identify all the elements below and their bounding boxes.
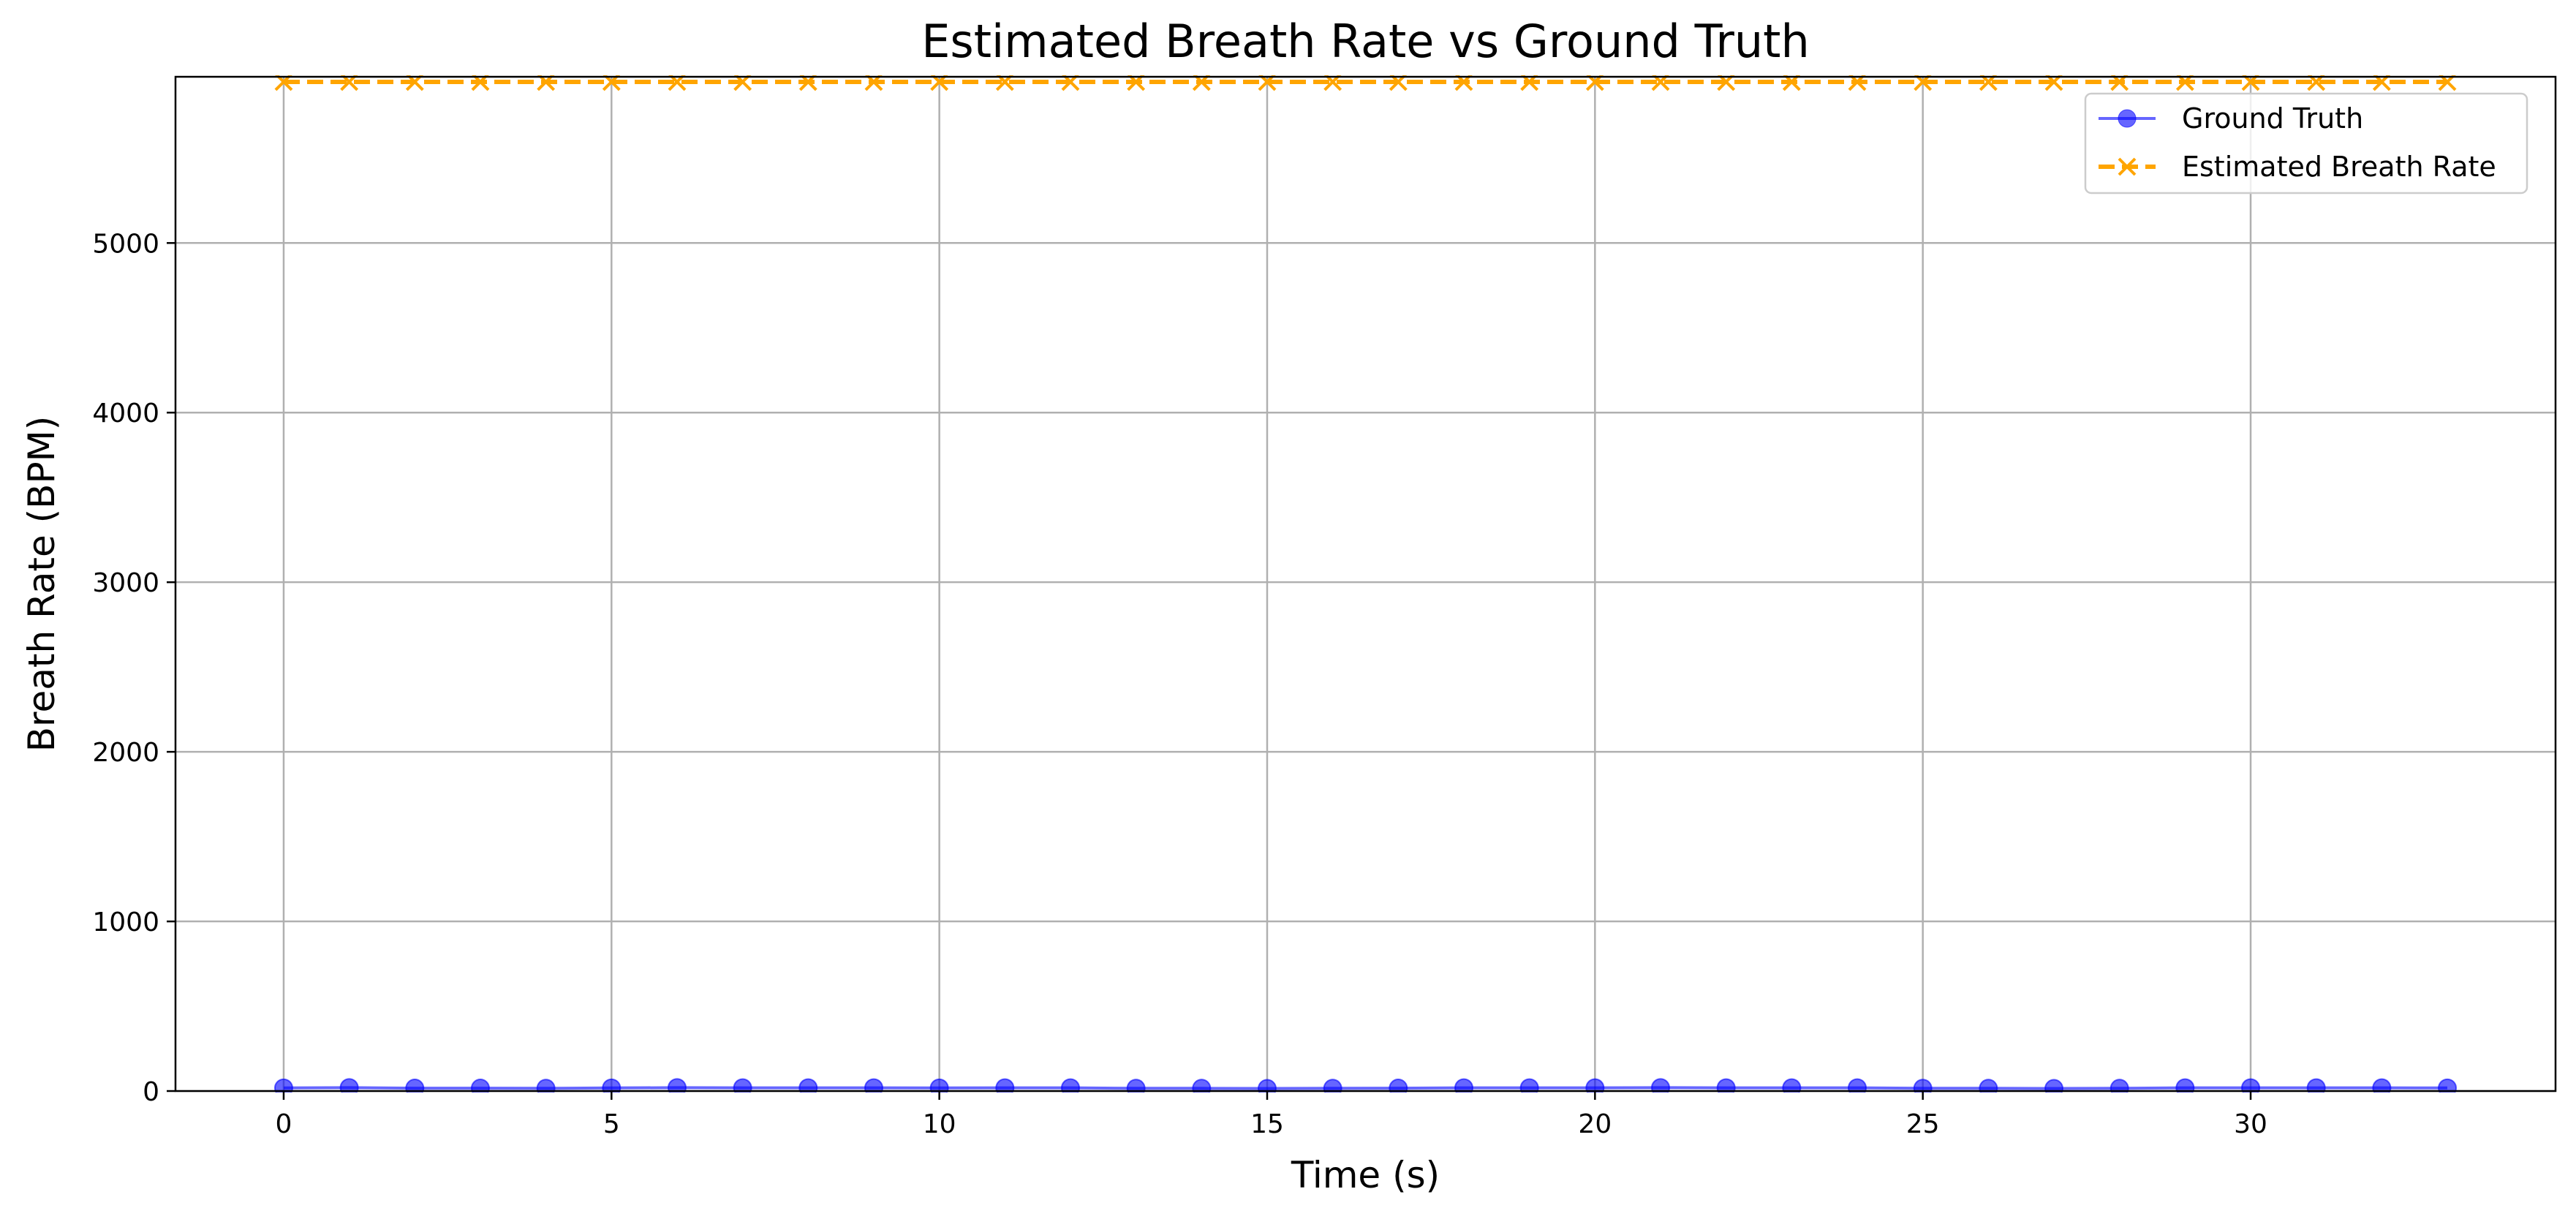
data-point	[1913, 1079, 1933, 1092]
data-point	[864, 1078, 883, 1092]
data-point	[2306, 1078, 2326, 1092]
data-point	[1716, 1078, 1736, 1092]
y-tick-label: 1000	[92, 907, 159, 937]
series-ground-truth	[273, 1078, 2458, 1092]
data-point	[2109, 1079, 2129, 1092]
data-point	[995, 1078, 1015, 1092]
x-tick-label: 15	[1250, 1109, 1284, 1139]
legend: Ground Truth Estimated Breath Rate	[2084, 92, 2528, 195]
legend-label: Ground Truth	[2182, 102, 2363, 135]
x-axis-label: Time (s)	[1291, 1154, 1440, 1196]
data-point	[929, 1078, 949, 1092]
data-point	[1192, 1079, 1212, 1092]
y-tick-label: 4000	[92, 399, 159, 429]
data-point	[667, 1078, 687, 1092]
x-tick-label: 20	[1578, 1109, 1612, 1139]
y-axis-label: Breath Rate (BPM)	[20, 416, 63, 752]
chart-title: Estimated Breath Rate vs Ground Truth	[921, 15, 1810, 68]
data-point	[733, 1078, 752, 1092]
data-point	[1848, 1078, 1867, 1092]
data-point	[1519, 1078, 1539, 1092]
data-point	[405, 1079, 425, 1092]
legend-item-ground-truth: Ground Truth	[2099, 102, 2363, 135]
legend-label: Estimated Breath Rate	[2182, 151, 2496, 183]
data-point	[1389, 1079, 1408, 1092]
x-tick-label: 0	[276, 1109, 292, 1139]
legend-item-estimated: Estimated Breath Rate	[2099, 151, 2496, 183]
data-point	[1323, 1079, 1342, 1092]
x-tick-label: 30	[2234, 1109, 2267, 1139]
data-point	[2044, 1079, 2064, 1092]
ticks: 0 5 10 15 20 25 30 0 1000 2000 3000 4000 5000	[92, 229, 2267, 1139]
data-point	[339, 1078, 359, 1092]
data-point	[1585, 1078, 1605, 1092]
y-tick-label: 2000	[92, 738, 159, 768]
data-point	[798, 1078, 818, 1092]
data-point	[273, 1078, 293, 1092]
data-point	[536, 1079, 556, 1092]
data-point	[1126, 1079, 1146, 1092]
legend-marker	[2118, 109, 2137, 128]
x-tick-label: 25	[1906, 1109, 1940, 1139]
legend-marker	[2118, 157, 2137, 176]
legend-box	[2084, 92, 2528, 195]
data-point	[2438, 1078, 2458, 1092]
data-point	[2241, 1078, 2261, 1092]
y-tick-label: 5000	[92, 229, 159, 259]
x-tick-label: 10	[923, 1109, 956, 1139]
data-point	[1454, 1078, 1474, 1092]
data-point	[1979, 1079, 1998, 1092]
data-point	[2175, 1078, 2195, 1092]
data-point	[470, 1079, 490, 1092]
data-point	[1060, 1078, 1080, 1092]
data-point	[1257, 1079, 1277, 1092]
y-tick-label: 3000	[92, 568, 159, 598]
data-point	[1651, 1078, 1671, 1092]
y-tick-label: 0	[143, 1077, 159, 1107]
data-point	[2372, 1078, 2392, 1092]
ground-truth-line	[283, 1086, 2448, 1090]
x-tick-label: 5	[603, 1109, 620, 1139]
axes-frame	[174, 75, 2557, 1092]
data-point	[1782, 1078, 1802, 1092]
data-point	[602, 1078, 622, 1092]
